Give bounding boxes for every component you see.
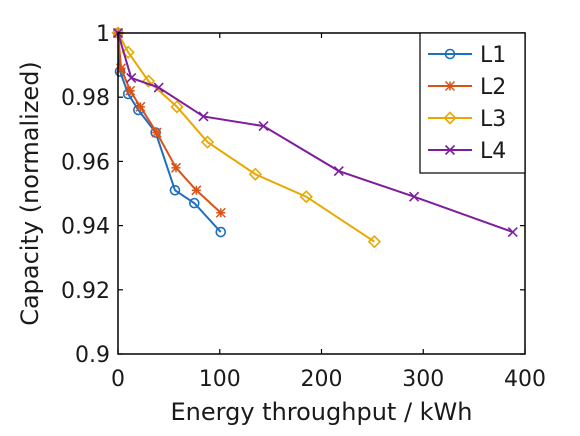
y-tick-label: 0.92: [61, 279, 110, 304]
data-point-l3: [200, 135, 215, 149]
tick-layer: 0 100 200 300 400 0.9 0.92 0.94 0.96 0.98 1: [61, 22, 546, 392]
data-point-l4: [258, 121, 269, 132]
legend-label: L4: [480, 139, 506, 164]
data-point-l4: [126, 72, 137, 84]
data-point-l3: [367, 235, 382, 249]
series-l1: [112, 27, 227, 238]
series-l3: [111, 26, 382, 249]
series-line-l4: [117, 32, 514, 233]
data-point-l3: [248, 167, 262, 181]
data-point-l4: [507, 226, 518, 238]
data-point-l2: [191, 185, 202, 196]
series-line-l1: [117, 32, 222, 233]
legend-marker: [444, 48, 456, 60]
x-tick-label: 0: [111, 367, 125, 392]
legend-item-l3: L3: [428, 107, 506, 132]
x-tick-label: 400: [504, 367, 546, 392]
data-point-l1: [189, 197, 200, 209]
data-point-l3: [170, 100, 184, 114]
data-point-l3: [121, 45, 135, 59]
legend-item-l2: L2: [428, 75, 506, 100]
y-tick-label: 0.96: [61, 150, 110, 175]
data-point-l2: [170, 162, 182, 173]
data-point-l3: [141, 74, 156, 88]
data-point-l1: [169, 184, 181, 196]
x-axis-label: Energy throughput / kWh: [171, 398, 473, 426]
legend-marker: [444, 80, 456, 92]
data-point-l2: [125, 85, 136, 96]
data-point-l4: [333, 165, 344, 177]
x-tick-label: 200: [301, 367, 343, 392]
x-tick-label: 300: [402, 367, 444, 392]
legend-item-l4: L4: [428, 139, 506, 164]
data-point-l4: [198, 111, 209, 122]
series-line-l3: [117, 32, 375, 243]
legend-marker: [444, 144, 456, 156]
legend-item-l1: L1: [428, 43, 506, 68]
data-point-l4: [409, 191, 420, 202]
x-tick-label: 100: [199, 367, 241, 392]
y-axis-label: Capacity (normalized): [16, 61, 44, 326]
data-point-l4: [153, 82, 164, 93]
data-point-l2: [151, 127, 162, 138]
legend-marker: [443, 111, 457, 125]
legend-label: L2: [480, 75, 506, 100]
data-point-l1: [215, 226, 227, 238]
y-tick-label: 1: [96, 22, 110, 47]
y-tick-label: 0.98: [61, 86, 110, 111]
legend: L1 L2 L3 L4: [419, 32, 526, 174]
data-point-l3: [299, 190, 313, 204]
data-point-l2: [215, 207, 226, 218]
data-layer: [111, 26, 518, 249]
data-point-l2: [135, 101, 146, 112]
legend-label: L1: [480, 43, 506, 68]
legend-label: L3: [480, 107, 506, 132]
y-tick-label: 0.94: [61, 215, 110, 240]
y-tick-label: 0.9: [75, 343, 110, 368]
